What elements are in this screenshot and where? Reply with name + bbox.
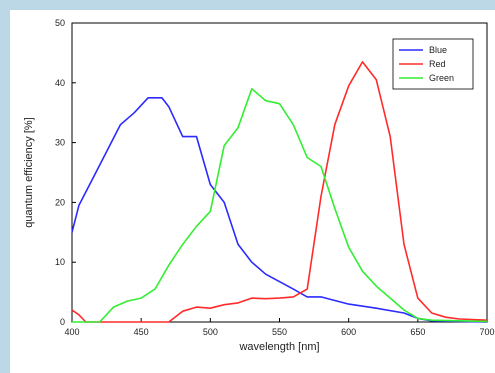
y-tick-label: 0 [60, 317, 65, 327]
x-tick-label: 550 [272, 327, 287, 337]
y-axis-label: quantum efficiency [%] [23, 117, 35, 227]
x-tick-label: 400 [64, 327, 79, 337]
legend-box [392, 38, 474, 90]
y-tick-label: 20 [55, 197, 65, 207]
axes: 400 450 500 550 600 650 700 0 10 20 30 40 50 [55, 18, 495, 337]
series-line-blue [71, 97, 488, 323]
chart-svg: 400 450 500 550 600 650 700 0 10 20 30 40 50 Blue Red… [23, 18, 495, 353]
x-tick-label: 450 [134, 327, 149, 337]
series-line-red [71, 61, 488, 323]
x-axis-label: wavelength [nm] [238, 341, 319, 353]
x-tick-label: 700 [479, 327, 494, 337]
y-tick-label: 40 [55, 78, 65, 88]
legend-label-green: Green [429, 73, 454, 83]
x-tick-label: 600 [341, 327, 356, 337]
series-line-green [72, 88, 488, 323]
legend-label-blue: Blue [429, 45, 447, 55]
chart-panel: 400 450 500 550 600 650 700 0 10 20 30 40 50 Blue Red… [10, 10, 495, 373]
x-tick-label: 650 [410, 327, 425, 337]
y-tick-label: 10 [55, 257, 65, 267]
y-tick-label: 30 [55, 138, 65, 148]
series-layer [71, 61, 488, 323]
legend-label-red: Red [429, 59, 446, 69]
legend: Blue Red Green [392, 38, 474, 90]
y-tick-label: 50 [55, 18, 65, 28]
x-tick-label: 500 [203, 327, 218, 337]
